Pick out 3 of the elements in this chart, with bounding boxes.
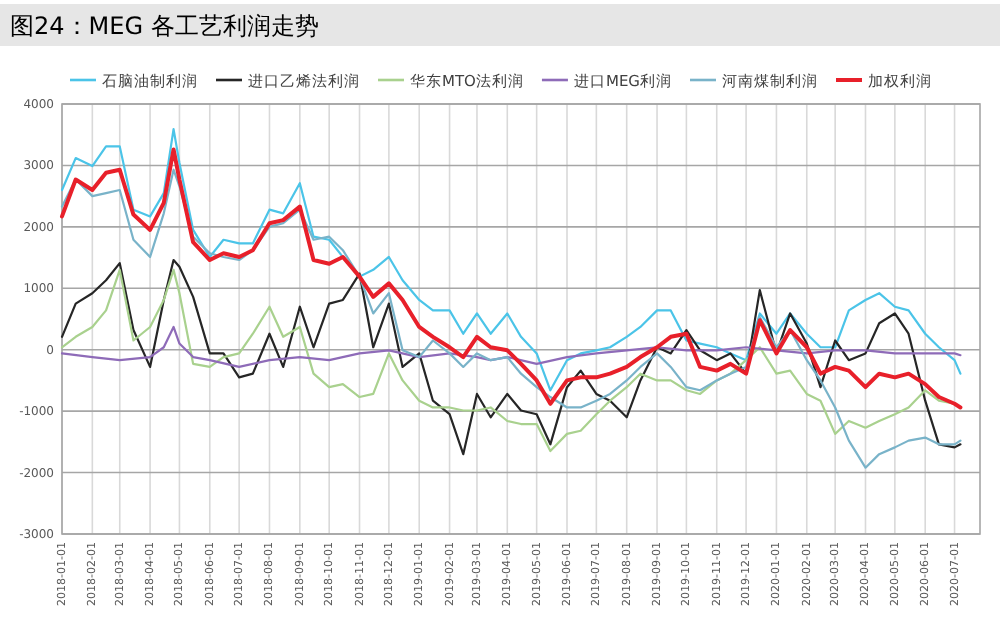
line-series	[60, 168, 962, 469]
chart-title: 图24：MEG 各工艺利润走势	[10, 12, 319, 40]
line-series	[60, 325, 962, 369]
